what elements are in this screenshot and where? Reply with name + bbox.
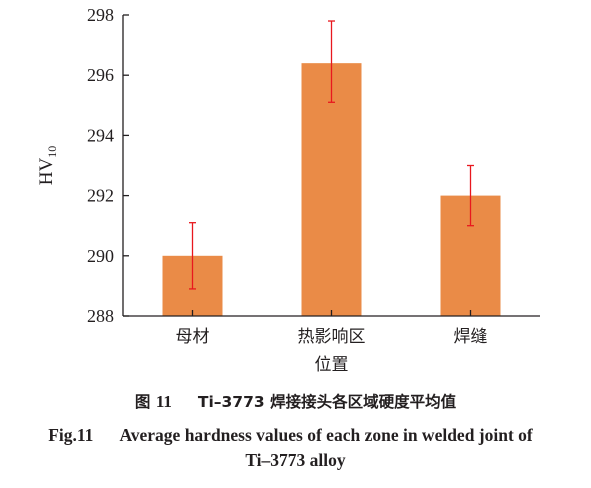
- y-ticks-layer: 288 290 292 294 296 298: [87, 5, 129, 326]
- y-tick-label: 298: [87, 5, 114, 25]
- hardness-bar-chart: 288 290 292 294 296 298 母材 热影响区 焊缝 HV10 位置: [36, 5, 540, 375]
- y-tick-label: 290: [87, 246, 114, 266]
- figure-caption-english-line2: Ti–3773 alloy: [245, 450, 346, 470]
- y-axis-title-main: HV: [36, 158, 57, 186]
- figure-caption-english-line1: Fig.11 Average hardness values of each zo…: [0, 425, 586, 446]
- caption-cn-prefix: 图: [134, 393, 151, 411]
- bar-2: [301, 63, 362, 316]
- figure-caption-chinese: 图 11 Ti–3773 焊接接头各区域硬度平均值: [0, 390, 591, 412]
- caption-en-prefix: Fig.11: [48, 425, 94, 445]
- y-tick-label: 294: [87, 125, 114, 145]
- caption-en-title-line1: Average hardness values of each zone in …: [119, 425, 533, 445]
- caption-cn-number: 11: [155, 392, 172, 411]
- bars-layer: [162, 63, 501, 316]
- x-ticks-layer: 母材 热影响区 焊缝: [176, 310, 488, 347]
- y-tick-label: 296: [87, 65, 114, 85]
- x-category-label: 热影响区: [298, 327, 366, 347]
- y-tick-label: 292: [87, 186, 114, 206]
- y-tick-label: 288: [87, 306, 114, 326]
- y-axis-title-subscript: 10: [45, 146, 59, 158]
- x-category-label: 母材: [176, 327, 210, 347]
- caption-cn-title: Ti–3773 焊接接头各区域硬度平均值: [197, 393, 457, 411]
- error-bar-2: [328, 20, 335, 103]
- error-bar-3: [467, 164, 474, 227]
- x-category-label: 焊缝: [454, 327, 488, 347]
- x-axis-title: 位置: [315, 355, 349, 375]
- y-axis-title: HV10: [36, 146, 59, 185]
- error-bar-1: [189, 222, 196, 290]
- error-bars-layer: [189, 20, 474, 290]
